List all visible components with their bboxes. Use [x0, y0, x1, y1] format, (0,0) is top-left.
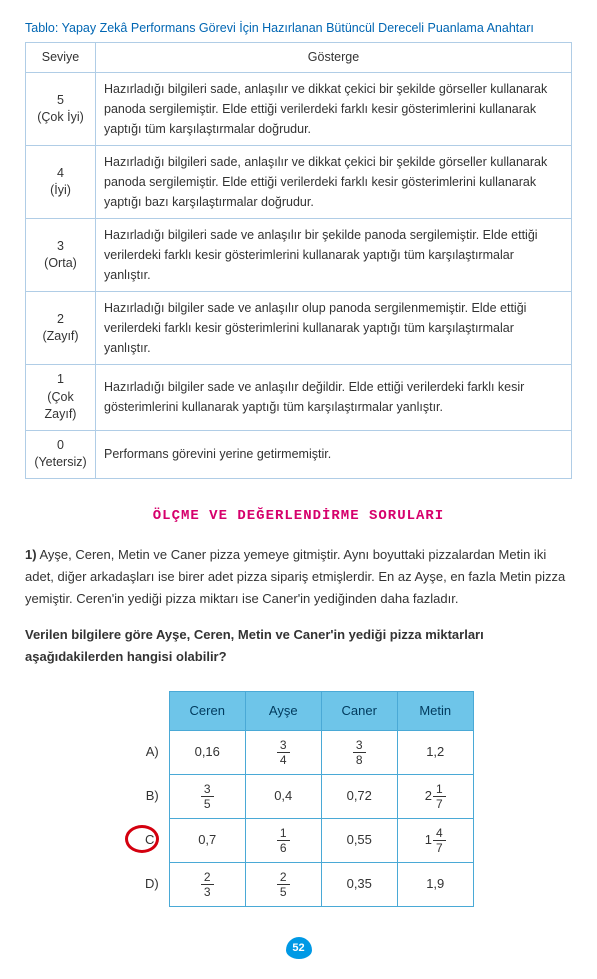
answers-cell: 1,2: [397, 730, 473, 774]
answers-cell: 217: [397, 774, 473, 818]
question-prompt: Verilen bilgilere göre Ayşe, Ceren, Meti…: [25, 624, 572, 668]
answers-cell: 147: [397, 818, 473, 862]
question-text: Ayşe, Ceren, Metin ve Caner pizza yemeye…: [25, 547, 565, 606]
answers-header-row: CerenAyşeCanerMetin: [123, 691, 473, 730]
answers-row: D)23250,351,9: [123, 862, 473, 906]
rubric-desc: Hazırladığı bilgiler sade ve anlaşılır o…: [96, 292, 572, 365]
answers-table: CerenAyşeCanerMetin A)0,1634381,2B)350,4…: [123, 691, 474, 907]
answers-row-label: A): [123, 730, 169, 774]
rubric-row: 0 (Yetersiz)Performans görevini yerine g…: [26, 430, 572, 478]
question-number: 1): [25, 547, 37, 562]
rubric-header-level: Seviye: [26, 42, 96, 73]
answers-cell: 35: [169, 774, 245, 818]
answers-cell: 25: [245, 862, 321, 906]
answers-cell: 16: [245, 818, 321, 862]
rubric-desc: Hazırladığı bilgileri sade, anlaşılır ve…: [96, 73, 572, 146]
rubric-row: 1 (Çok Zayıf)Hazırladığı bilgiler sade v…: [26, 365, 572, 431]
rubric-body: 5 (Çok İyi)Hazırladığı bilgileri sade, a…: [26, 73, 572, 479]
answers-cell: 23: [169, 862, 245, 906]
answers-cell: 0,7: [169, 818, 245, 862]
rubric-desc: Hazırladığı bilgileri sade, anlaşılır ve…: [96, 146, 572, 219]
rubric-desc: Hazırladığı bilgiler sade ve anlaşılır d…: [96, 365, 572, 431]
rubric-level: 3 (Orta): [26, 219, 96, 292]
answers-header-cell: Caner: [321, 691, 397, 730]
rubric-desc: Hazırladığı bilgileri sade ve anlaşılır …: [96, 219, 572, 292]
answers-row: A)0,1634381,2: [123, 730, 473, 774]
page-number-badge: 52: [286, 937, 312, 959]
question-1: 1) Ayşe, Ceren, Metin ve Caner pizza yem…: [25, 544, 572, 610]
answers-cell: 1,9: [397, 862, 473, 906]
section-title: ÖLÇME VE DEĞERLENDİRME SORULARI: [25, 507, 572, 527]
answers-cell: 0,16: [169, 730, 245, 774]
answers-cell: 0,55: [321, 818, 397, 862]
rubric-level: 4 (İyi): [26, 146, 96, 219]
table-caption: Tablo: Yapay Zekâ Performans Görevi İçin…: [25, 20, 572, 38]
answers-body: A)0,1634381,2B)350,40,72217C)0,7160,5514…: [123, 730, 473, 906]
rubric-row: 3 (Orta)Hazırladığı bilgileri sade ve an…: [26, 219, 572, 292]
rubric-row: 4 (İyi)Hazırladığı bilgileri sade, anlaş…: [26, 146, 572, 219]
answers-row: B)350,40,72217: [123, 774, 473, 818]
answers-wrapper: CerenAyşeCanerMetin A)0,1634381,2B)350,4…: [25, 691, 572, 907]
answers-header-blank: [123, 691, 169, 730]
answer-circle-icon: [125, 825, 159, 853]
answers-cell: 34: [245, 730, 321, 774]
rubric-desc: Performans görevini yerine getirmemiştir…: [96, 430, 572, 478]
rubric-level: 1 (Çok Zayıf): [26, 365, 96, 431]
rubric-level: 5 (Çok İyi): [26, 73, 96, 146]
answers-cell: 38: [321, 730, 397, 774]
answers-header-cell: Ayşe: [245, 691, 321, 730]
rubric-table: Seviye Gösterge 5 (Çok İyi)Hazırladığı b…: [25, 42, 572, 479]
answers-row-label: B): [123, 774, 169, 818]
rubric-level: 2 (Zayıf): [26, 292, 96, 365]
answers-cell: 0,4: [245, 774, 321, 818]
answers-cell: 0,35: [321, 862, 397, 906]
rubric-row: 2 (Zayıf)Hazırladığı bilgiler sade ve an…: [26, 292, 572, 365]
answers-row-label: C): [123, 818, 169, 862]
rubric-header-indicator: Gösterge: [96, 42, 572, 73]
answers-cell: 0,72: [321, 774, 397, 818]
answers-header-cell: Ceren: [169, 691, 245, 730]
answers-header-cell: Metin: [397, 691, 473, 730]
rubric-row: 5 (Çok İyi)Hazırladığı bilgileri sade, a…: [26, 73, 572, 146]
rubric-level: 0 (Yetersiz): [26, 430, 96, 478]
answers-row-label: D): [123, 862, 169, 906]
answers-row: C)0,7160,55147: [123, 818, 473, 862]
